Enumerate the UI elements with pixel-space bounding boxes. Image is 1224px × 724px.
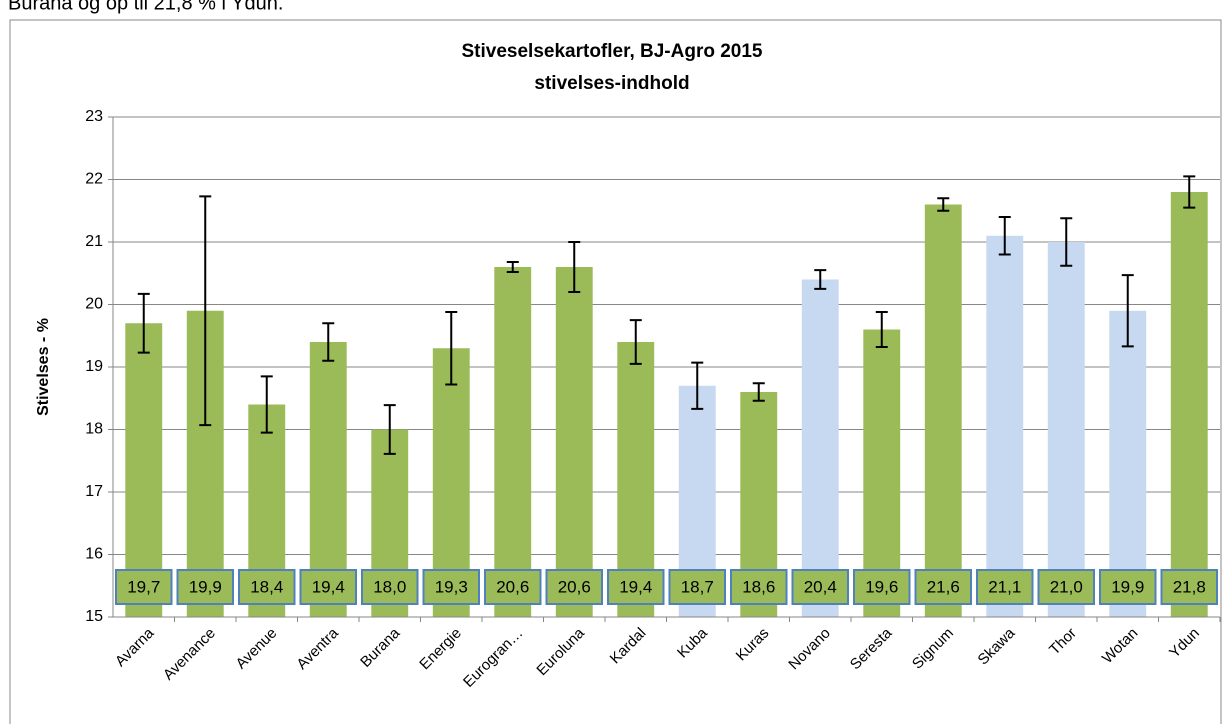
y-tick-label: 21 xyxy=(85,233,103,250)
value-label-box xyxy=(1160,569,1218,605)
value-label: 20,6 xyxy=(558,577,591,596)
value-label: 21,8 xyxy=(1173,577,1206,596)
value-label: 21,1 xyxy=(988,577,1021,596)
value-label-box xyxy=(668,569,726,605)
y-tick-label: 15 xyxy=(85,608,103,625)
value-label: 19,7 xyxy=(127,577,160,596)
bar xyxy=(555,267,593,617)
value-label: 19,3 xyxy=(435,577,468,596)
y-tick-label: 18 xyxy=(85,421,103,438)
y-axis-label: Stivelses - % xyxy=(35,318,52,416)
value-label: 20,6 xyxy=(496,577,529,596)
value-label-box xyxy=(1037,569,1095,605)
value-label: 18,0 xyxy=(373,577,406,596)
bar xyxy=(1170,192,1208,617)
value-label-box xyxy=(914,569,972,605)
bar xyxy=(494,267,532,617)
bar xyxy=(1109,310,1147,617)
value-label: 18,7 xyxy=(681,577,714,596)
value-label-box xyxy=(422,569,480,605)
bar xyxy=(986,235,1024,617)
y-tick-label: 22 xyxy=(85,171,103,188)
y-tick-label: 19 xyxy=(85,358,103,375)
bar xyxy=(1047,242,1085,617)
value-label-box xyxy=(299,569,357,605)
value-label-box xyxy=(176,569,234,605)
value-label: 18,4 xyxy=(250,577,283,596)
value-label-box xyxy=(607,569,665,605)
value-label: 19,9 xyxy=(189,577,222,596)
bar xyxy=(924,204,962,617)
value-label: 21,6 xyxy=(927,577,960,596)
value-label: 19,6 xyxy=(865,577,898,596)
chart-title: Stiveselsekartofler, BJ-Agro 2015 xyxy=(462,41,763,62)
value-label-box xyxy=(853,569,911,605)
value-label-box xyxy=(115,569,173,605)
y-tick-label: 16 xyxy=(85,546,103,563)
value-label-box xyxy=(976,569,1034,605)
caption: Burana og op til 21,8 % i Ydun. xyxy=(8,0,283,14)
y-tick-label: 17 xyxy=(85,483,103,500)
value-label-box xyxy=(730,569,788,605)
value-label: 19,4 xyxy=(619,577,652,596)
value-label: 18,6 xyxy=(742,577,775,596)
value-label-box xyxy=(545,569,603,605)
y-tick-label: 23 xyxy=(85,108,103,125)
bar xyxy=(801,279,839,617)
value-label-box xyxy=(484,569,542,605)
value-label: 19,9 xyxy=(1111,577,1144,596)
bar xyxy=(125,323,163,617)
chart-subtitle: stivelses-indhold xyxy=(534,73,689,94)
value-label-box xyxy=(361,569,419,605)
value-label: 20,4 xyxy=(804,577,837,596)
value-label: 19,4 xyxy=(312,577,345,596)
value-label-box xyxy=(1099,569,1157,605)
value-label-box xyxy=(791,569,849,605)
value-label: 21,0 xyxy=(1050,577,1083,596)
value-label-box xyxy=(238,569,296,605)
y-tick-label: 20 xyxy=(85,296,103,313)
